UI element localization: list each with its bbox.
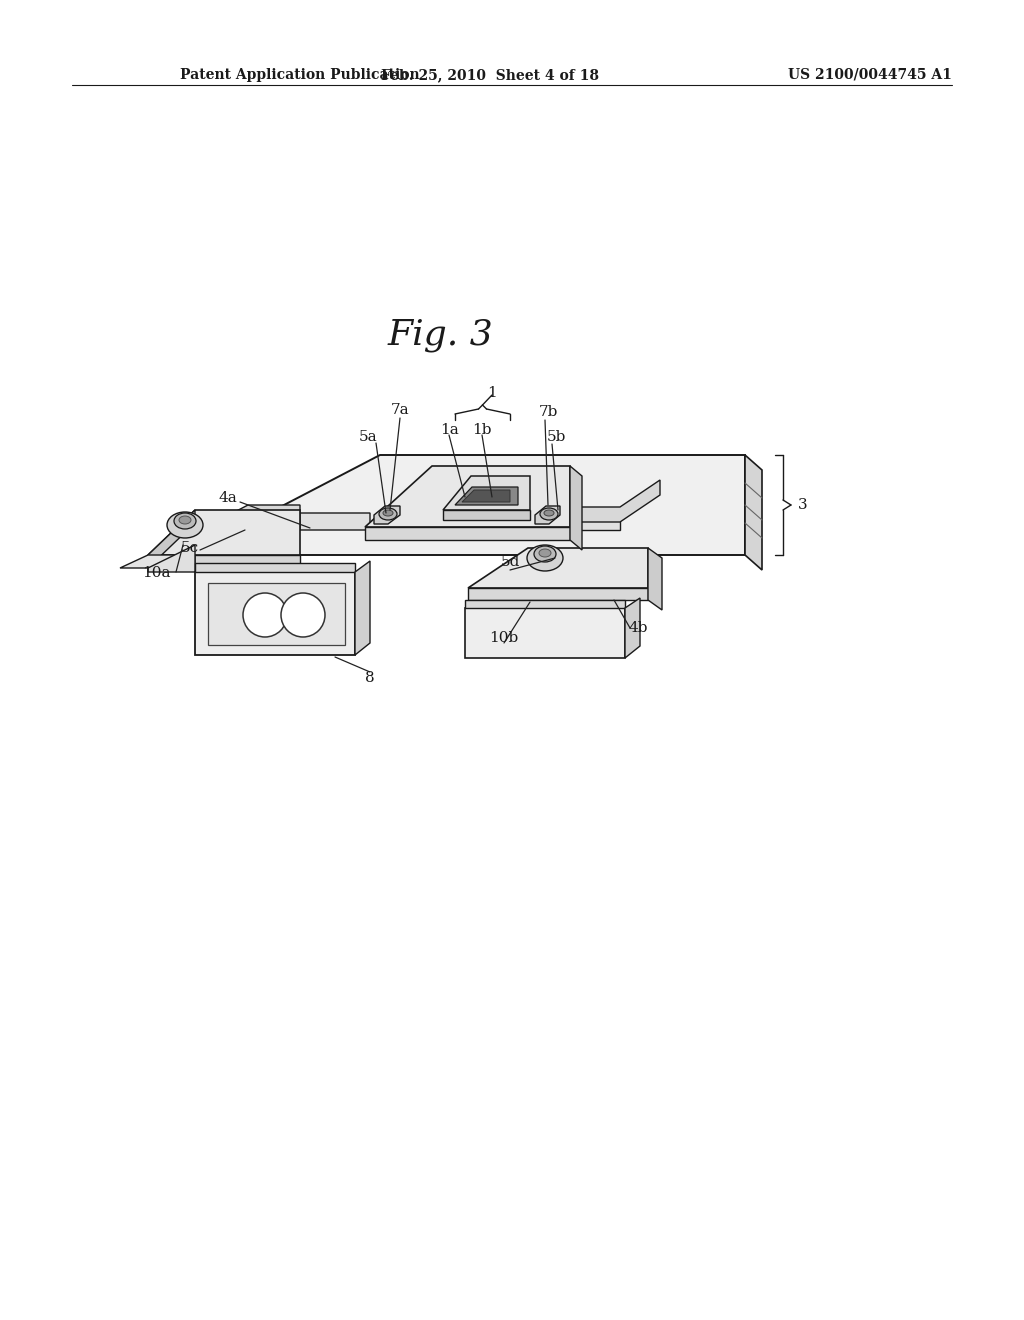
Text: 5c: 5c bbox=[181, 541, 199, 554]
Polygon shape bbox=[355, 561, 370, 655]
Ellipse shape bbox=[167, 512, 203, 539]
Ellipse shape bbox=[179, 516, 191, 524]
Polygon shape bbox=[200, 506, 300, 545]
Text: 4b: 4b bbox=[629, 620, 648, 635]
Text: 5b: 5b bbox=[547, 430, 565, 444]
Text: 1b: 1b bbox=[472, 422, 492, 437]
Polygon shape bbox=[365, 527, 570, 540]
Ellipse shape bbox=[174, 513, 196, 529]
Text: 3: 3 bbox=[798, 498, 808, 512]
Polygon shape bbox=[745, 455, 762, 570]
Polygon shape bbox=[570, 466, 582, 550]
Ellipse shape bbox=[539, 549, 551, 557]
Polygon shape bbox=[443, 477, 530, 510]
Polygon shape bbox=[468, 548, 648, 587]
Text: US 2100/0044745 A1: US 2100/0044745 A1 bbox=[788, 69, 952, 82]
Ellipse shape bbox=[383, 510, 393, 516]
Polygon shape bbox=[455, 487, 518, 506]
Polygon shape bbox=[374, 506, 400, 524]
Ellipse shape bbox=[281, 593, 325, 638]
Text: 7a: 7a bbox=[391, 403, 410, 417]
Polygon shape bbox=[195, 564, 355, 572]
Text: 10b: 10b bbox=[489, 631, 518, 645]
Polygon shape bbox=[625, 598, 640, 657]
Text: Patent Application Publication: Patent Application Publication bbox=[180, 69, 420, 82]
Text: 5a: 5a bbox=[358, 430, 377, 444]
Polygon shape bbox=[195, 572, 355, 655]
Text: 1: 1 bbox=[487, 385, 497, 400]
Polygon shape bbox=[208, 583, 345, 645]
Ellipse shape bbox=[534, 546, 556, 562]
Text: 1a: 1a bbox=[439, 422, 459, 437]
Polygon shape bbox=[148, 510, 300, 554]
Polygon shape bbox=[535, 506, 560, 524]
Polygon shape bbox=[575, 480, 660, 521]
Polygon shape bbox=[462, 490, 510, 502]
Text: 4a: 4a bbox=[219, 491, 238, 506]
Polygon shape bbox=[443, 510, 530, 520]
Polygon shape bbox=[148, 510, 195, 568]
Ellipse shape bbox=[527, 545, 563, 572]
Text: 5d: 5d bbox=[501, 554, 520, 569]
Ellipse shape bbox=[540, 508, 558, 520]
Text: 7b: 7b bbox=[539, 405, 558, 418]
Polygon shape bbox=[365, 466, 570, 527]
Polygon shape bbox=[465, 601, 625, 609]
Polygon shape bbox=[465, 609, 625, 657]
Text: 8: 8 bbox=[366, 671, 375, 685]
Polygon shape bbox=[188, 455, 745, 554]
Text: Feb. 25, 2010  Sheet 4 of 18: Feb. 25, 2010 Sheet 4 of 18 bbox=[381, 69, 599, 82]
Polygon shape bbox=[570, 513, 620, 531]
Ellipse shape bbox=[379, 508, 397, 520]
Polygon shape bbox=[148, 545, 195, 572]
Text: Fig. 3: Fig. 3 bbox=[387, 318, 493, 352]
Text: 10a: 10a bbox=[141, 566, 170, 579]
Polygon shape bbox=[120, 554, 195, 568]
Polygon shape bbox=[468, 587, 648, 601]
Polygon shape bbox=[200, 513, 370, 554]
Ellipse shape bbox=[544, 510, 554, 516]
Polygon shape bbox=[148, 554, 300, 568]
Ellipse shape bbox=[243, 593, 287, 638]
Polygon shape bbox=[648, 548, 662, 610]
